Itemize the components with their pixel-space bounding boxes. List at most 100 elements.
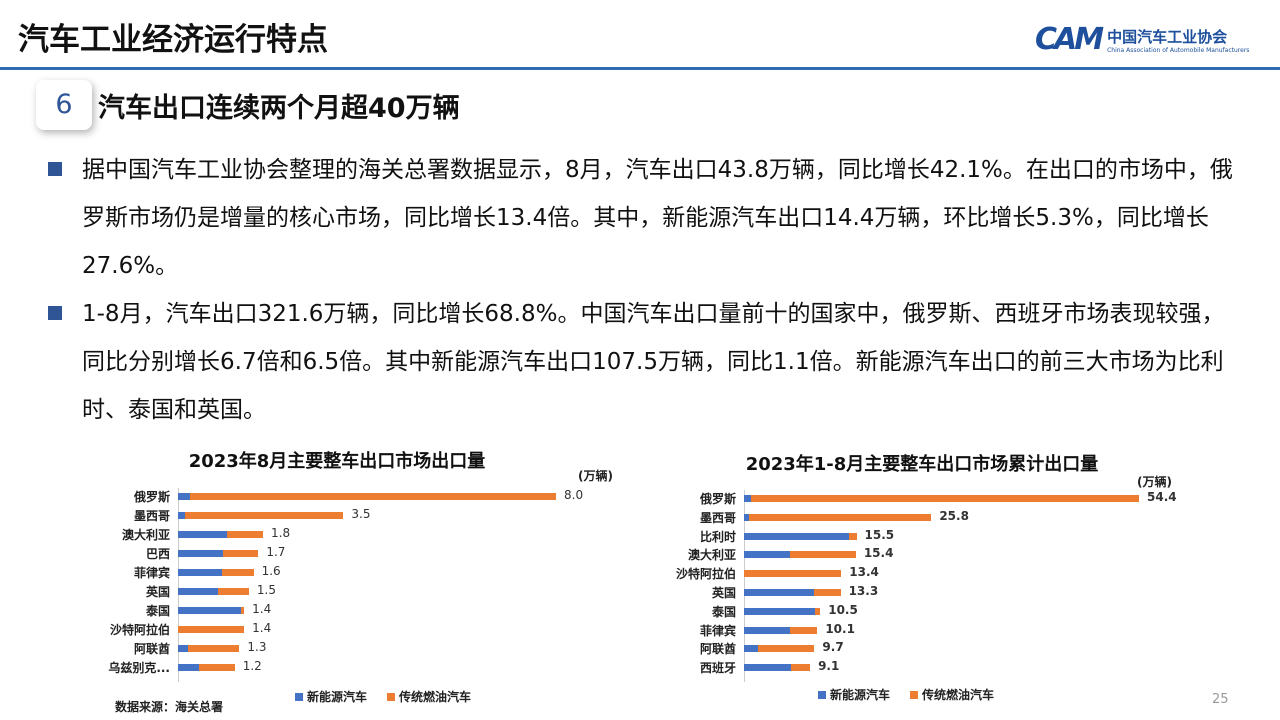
- category-label: 菲律宾: [699, 623, 736, 638]
- bar-nev: [744, 589, 814, 596]
- category-label: 俄罗斯: [699, 492, 736, 506]
- total-label: 1.4: [252, 621, 272, 635]
- bar-ice: [790, 626, 818, 634]
- category-label: 阿联酋: [699, 642, 736, 657]
- total-label: 1.6: [261, 564, 281, 578]
- total-label: 54.4: [1147, 490, 1177, 504]
- category-label: 沙特阿拉伯: [675, 567, 736, 582]
- bar-nev: [178, 531, 228, 538]
- bar-nev: [178, 645, 188, 652]
- total-label: 25.8: [939, 508, 969, 523]
- total-label: 10.5: [828, 602, 858, 617]
- bar-ice: [221, 569, 254, 576]
- bar-ice: [813, 589, 841, 596]
- legend-item: 传统燃油汽车: [387, 688, 471, 705]
- category-label: 英国: [711, 586, 736, 600]
- category-label: 乌兹别克...: [108, 661, 170, 675]
- bar-ice: [744, 570, 842, 578]
- total-label: 1.7: [266, 545, 286, 559]
- bar-nev: [744, 626, 791, 634]
- logo-en: China Association of Automobile Manufact…: [1107, 46, 1250, 54]
- bar-nev: [744, 664, 792, 672]
- bar-ice: [178, 626, 245, 633]
- bar-ice: [184, 512, 344, 519]
- total-label: 8.0: [564, 488, 584, 502]
- total-label: 1.5: [256, 583, 276, 597]
- total-label: 1.3: [247, 640, 267, 654]
- total-label: 15.5: [864, 527, 895, 542]
- legend-item: 传统燃油汽车: [910, 686, 994, 703]
- category-label: 西班牙: [699, 661, 736, 676]
- legend-swatch: [818, 691, 826, 699]
- bar-nev: [744, 551, 791, 559]
- total-label: 9.1: [818, 659, 840, 674]
- chart-title: 2023年1-8月主要整车出口市场累计出口量: [745, 454, 1099, 475]
- total-label: 1.2: [242, 659, 262, 673]
- total-label: 1.4: [252, 602, 272, 616]
- category-label: 阿联酋: [133, 642, 170, 656]
- total-label: 1.8: [271, 526, 291, 540]
- chart-title: 2023年8月主要整车出口市场出口量: [188, 451, 486, 472]
- total-label: 3.5: [351, 507, 371, 521]
- legend-swatch: [295, 693, 303, 701]
- slide-title: 汽车工业经济运行特点: [18, 22, 328, 58]
- bullet-item: 1-8月，汽车出口321.6万辆，同比增长68.8%。中国汽车出口量前十的国家中…: [44, 290, 1244, 434]
- total-label: 10.1: [825, 621, 855, 636]
- chart-legend: 新能源汽车 传统燃油汽车: [295, 688, 471, 705]
- legend-item: 新能源汽车: [295, 688, 367, 705]
- category-label: 泰国: [145, 604, 170, 618]
- bar-nev: [744, 495, 751, 502]
- section-number: 6: [36, 80, 92, 130]
- bar-nev: [744, 645, 758, 653]
- total-label: 13.4: [849, 565, 879, 580]
- category-label: 菲律宾: [133, 566, 170, 580]
- bar-ice: [848, 532, 857, 540]
- chart-unit: (万辆): [1137, 475, 1172, 489]
- header-divider: [0, 67, 1280, 70]
- bar-ice: [791, 664, 811, 672]
- data-source: 数据来源：海关总署: [115, 700, 224, 714]
- chart-axis: [178, 488, 179, 682]
- bar-ice: [198, 664, 235, 671]
- bar-ice: [749, 513, 932, 521]
- bar-nev: [744, 607, 816, 615]
- bar-ice: [757, 645, 815, 653]
- chart-axis: [744, 490, 745, 682]
- category-label: 澳大利亚: [121, 528, 170, 542]
- legend-swatch: [910, 691, 919, 699]
- category-label: 比利时: [699, 529, 736, 544]
- category-label: 巴西: [145, 547, 170, 561]
- bar-ice: [190, 493, 556, 500]
- category-label: 墨西哥: [699, 510, 736, 525]
- cam-logo-mark: CAM: [1035, 22, 1104, 57]
- category-label: 沙特阿拉伯: [109, 623, 170, 637]
- bar-ice: [790, 551, 856, 559]
- bar-ice: [187, 645, 240, 652]
- bar-ice: [241, 607, 245, 614]
- logo-cn: 中国汽车工业协会: [1107, 27, 1228, 46]
- section-title: 汽车出口连续两个月超40万辆: [98, 93, 460, 124]
- total-label: 13.3: [848, 584, 879, 598]
- bar-nev: [178, 569, 222, 576]
- bar-ice: [222, 550, 259, 557]
- category-label: 泰国: [711, 604, 736, 619]
- bar-ice: [750, 495, 1139, 502]
- category-label: 澳大利亚: [687, 548, 736, 563]
- bar-ice: [218, 588, 249, 595]
- page-number: 25: [1212, 692, 1229, 707]
- legend-item: 新能源汽车: [818, 686, 890, 703]
- bar-nev: [178, 493, 191, 500]
- bar-nev: [178, 550, 223, 557]
- bullet-list: 据中国汽车工业协会整理的海关总署数据显示，8月，汽车出口43.8万辆，同比增长4…: [44, 146, 1244, 434]
- bullet-item: 据中国汽车工业协会整理的海关总署数据显示，8月，汽车出口43.8万辆，同比增长4…: [44, 146, 1244, 290]
- category-label: 俄罗斯: [133, 490, 170, 504]
- chart-unit: (万辆): [578, 469, 613, 483]
- bar-nev: [178, 607, 242, 614]
- chart-legend: 新能源汽车 传统燃油汽车: [818, 686, 994, 703]
- bar-ice: [815, 607, 821, 615]
- bar-ice: [227, 531, 264, 538]
- total-label: 15.4: [863, 546, 894, 561]
- total-label: 9.7: [822, 640, 844, 655]
- cam-logo: CAM 中国汽车工业协会 China Association of Automob…: [1035, 22, 1249, 57]
- legend-swatch: [387, 693, 396, 701]
